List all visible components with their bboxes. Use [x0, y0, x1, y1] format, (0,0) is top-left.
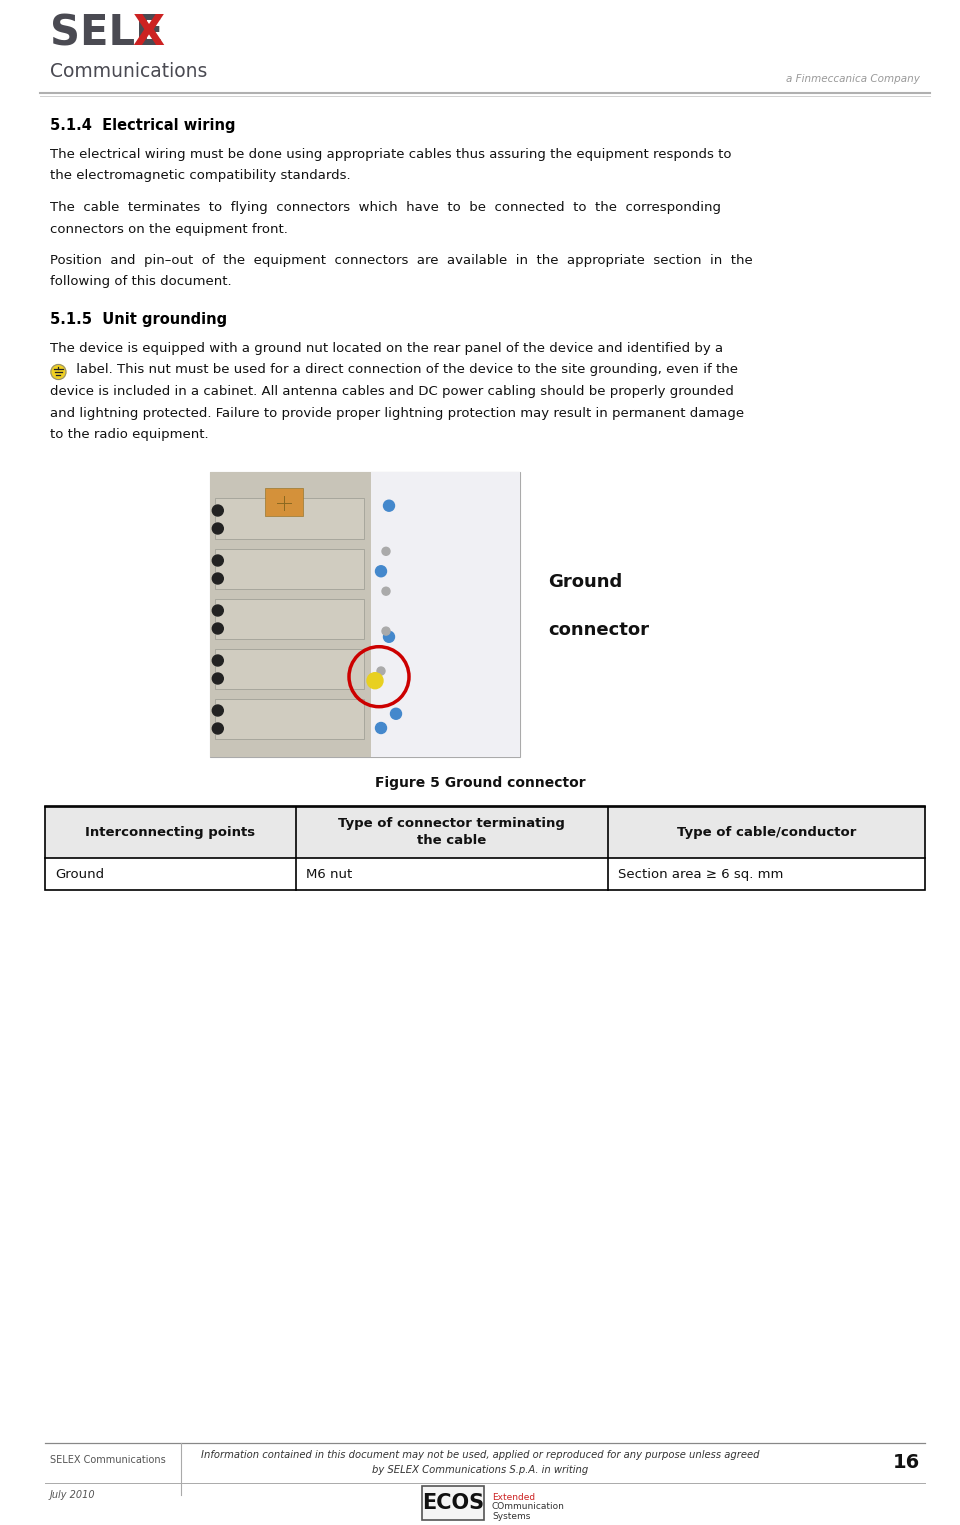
Bar: [215, 598, 364, 639]
Text: Figure 5 Ground connector: Figure 5 Ground connector: [374, 776, 586, 790]
Bar: [215, 499, 364, 538]
FancyBboxPatch shape: [210, 471, 519, 756]
Bar: [371, 471, 519, 756]
Text: by SELEX Communications S.p.A. in writing: by SELEX Communications S.p.A. in writin…: [372, 1466, 588, 1475]
Circle shape: [212, 555, 224, 566]
Text: SELE: SELE: [50, 12, 163, 53]
Text: COmmunication: COmmunication: [492, 1502, 564, 1511]
Text: July 2010: July 2010: [50, 1490, 96, 1501]
Text: SELEX Communications: SELEX Communications: [50, 1455, 166, 1466]
Circle shape: [382, 627, 390, 634]
Text: The  cable  terminates  to  flying  connectors  which  have  to  be  connected  : The cable terminates to flying connector…: [50, 201, 721, 214]
Text: a Finmeccanica Company: a Finmeccanica Company: [786, 75, 920, 84]
Circle shape: [212, 573, 224, 584]
Text: Ground: Ground: [55, 868, 104, 881]
Bar: [215, 549, 364, 589]
Text: Type of connector terminating
the cable: Type of connector terminating the cable: [338, 817, 565, 848]
Circle shape: [375, 566, 387, 576]
Text: X: X: [132, 12, 164, 53]
Circle shape: [383, 500, 395, 511]
Circle shape: [212, 505, 224, 515]
Bar: [45, 807, 924, 859]
Text: ECOS: ECOS: [422, 1493, 484, 1513]
Text: Extended: Extended: [492, 1493, 535, 1502]
Text: Systems: Systems: [492, 1511, 530, 1520]
Text: Interconnecting points: Interconnecting points: [85, 827, 255, 839]
Text: The device is equipped with a ground nut located on the rear panel of the device: The device is equipped with a ground nut…: [50, 342, 723, 355]
Text: Position  and  pin–out  of  the  equipment  connectors  are  available  in  the : Position and pin–out of the equipment co…: [50, 255, 753, 267]
Text: The electrical wiring must be done using appropriate cables thus assuring the eq: The electrical wiring must be done using…: [50, 148, 732, 162]
Circle shape: [375, 723, 387, 734]
Bar: [215, 648, 364, 688]
Text: Communications: Communications: [50, 63, 207, 81]
Text: M6 nut: M6 nut: [305, 868, 352, 881]
Text: connector: connector: [548, 621, 649, 639]
Bar: [422, 1485, 484, 1520]
Circle shape: [51, 364, 66, 380]
Circle shape: [212, 705, 224, 717]
Text: label. This nut must be used for a direct connection of the device to the site g: label. This nut must be used for a direc…: [72, 363, 738, 377]
Bar: [45, 807, 924, 891]
Text: 16: 16: [893, 1453, 920, 1472]
Circle shape: [367, 673, 383, 689]
Text: Information contained in this document may not be used, applied or reproduced fo: Information contained in this document m…: [201, 1450, 759, 1459]
Circle shape: [391, 708, 401, 720]
Text: Section area ≥ 6 sq. mm: Section area ≥ 6 sq. mm: [618, 868, 783, 881]
Circle shape: [212, 673, 224, 685]
Text: Ground: Ground: [548, 573, 622, 592]
Text: following of this document.: following of this document.: [50, 276, 231, 288]
Circle shape: [377, 666, 385, 676]
Text: 5.1.4  Electrical wiring: 5.1.4 Electrical wiring: [50, 117, 235, 133]
Bar: [265, 488, 302, 517]
Circle shape: [212, 605, 224, 616]
Text: connectors on the equipment front.: connectors on the equipment front.: [50, 223, 288, 235]
Text: to the radio equipment.: to the radio equipment.: [50, 429, 208, 441]
Circle shape: [212, 656, 224, 666]
Text: and lightning protected. Failure to provide proper lightning protection may resu: and lightning protected. Failure to prov…: [50, 407, 744, 419]
Text: Type of cable/conductor: Type of cable/conductor: [677, 827, 856, 839]
Circle shape: [212, 624, 224, 634]
Bar: [215, 698, 364, 738]
Circle shape: [382, 587, 390, 595]
Circle shape: [383, 631, 395, 642]
Circle shape: [212, 523, 224, 534]
Text: device is included in a cabinet. All antenna cables and DC power cabling should : device is included in a cabinet. All ant…: [50, 384, 733, 398]
Text: the electromagnetic compatibility standards.: the electromagnetic compatibility standa…: [50, 169, 350, 183]
Circle shape: [212, 723, 224, 734]
Text: 5.1.5  Unit grounding: 5.1.5 Unit grounding: [50, 313, 228, 326]
FancyBboxPatch shape: [210, 471, 371, 756]
Circle shape: [382, 547, 390, 555]
